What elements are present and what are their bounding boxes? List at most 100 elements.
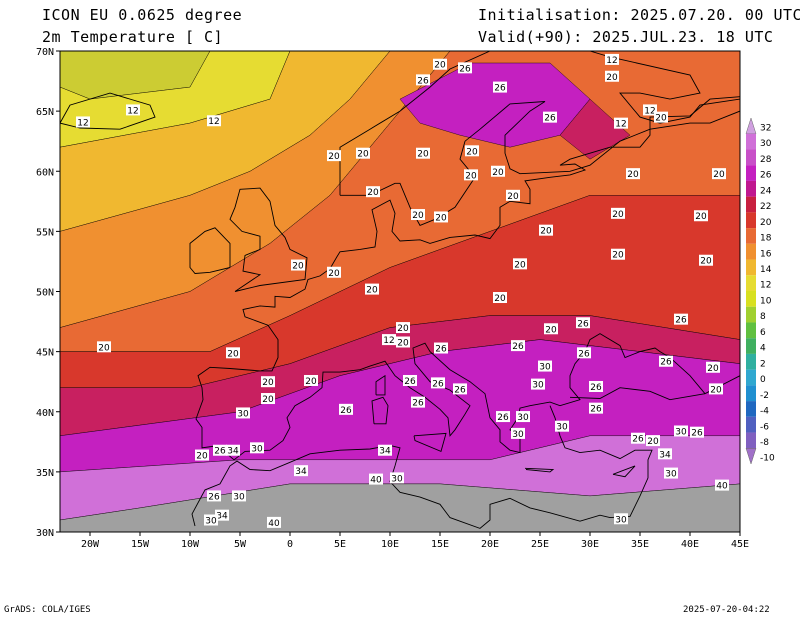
contour-label-text: 20 (292, 262, 304, 272)
contour-label: 20 (709, 383, 723, 395)
contour-label-box (659, 355, 673, 367)
contour-label: 20 (491, 165, 505, 178)
contour-label-box (511, 427, 525, 439)
contour-label-text: 26 (660, 358, 672, 368)
contour-label-box (453, 383, 467, 395)
lon-tick-label: 30E (581, 539, 599, 550)
colorbar-label: -4 (760, 407, 769, 417)
contour-label-box (434, 211, 448, 223)
contour-label-box (382, 334, 396, 346)
contour-label-box (706, 361, 720, 373)
contour-label: 30 (390, 472, 404, 484)
contour-label-text: 20 (655, 114, 667, 124)
contour-label-text: 26 (577, 319, 589, 329)
contour-label-text: 20 (612, 251, 624, 261)
lon-tick-label: 5W (234, 539, 247, 550)
contour-label-box (366, 186, 380, 198)
contour-label-text: 20 (305, 377, 317, 387)
contour-label-text: 20 (713, 170, 725, 180)
contour-label-box (543, 111, 557, 123)
render-timestamp: 2025-07-20-04:22 (683, 605, 770, 615)
contour-label-box (261, 393, 275, 405)
contour-label-box (646, 435, 660, 447)
colorbar-label: 4 (760, 344, 766, 354)
colorbar-label: 22 (760, 202, 771, 212)
contour-label-box (674, 313, 688, 325)
contour-label-box (434, 342, 448, 354)
contour-label: 40 (267, 516, 281, 529)
contour-label-text: 26 (494, 84, 506, 94)
contour-label: 12 (207, 115, 221, 127)
colorbar-swatch (746, 196, 756, 213)
latitude-axis: 70N 65N 60N 55N 50N 45N 40N 35N 30N (36, 47, 60, 539)
contour-label-box (390, 472, 404, 484)
contour-label-box (76, 116, 90, 128)
colorbar-swatch (746, 133, 756, 150)
contour-label-text: 40 (370, 476, 382, 486)
contour-label: 30 (232, 490, 246, 502)
colorbar-swatch (746, 338, 756, 354)
contour-label: 12 (605, 53, 619, 66)
contour-label: 40 (715, 479, 729, 492)
contour-label: 30 (614, 513, 628, 525)
contour-label-box (207, 115, 221, 127)
contour-label-box (611, 248, 625, 260)
contour-label: 20 (539, 224, 553, 237)
lon-tick-label: 10E (381, 539, 399, 550)
lon-tick-label: 15E (431, 539, 449, 550)
coastline-sardinia (371, 396, 389, 425)
contour-label-text: 20 (507, 192, 519, 202)
initialisation-time: Initialisation: 2025.07.20. 00 UTC (478, 6, 800, 24)
contour-label: 26 (577, 347, 591, 359)
contour-label-text: 12 (77, 118, 88, 128)
contour-label-text: 26 (340, 406, 352, 416)
contour-label: 26 (589, 380, 603, 393)
contour-label: 20 (396, 322, 410, 334)
contour-label-text: 26 (590, 383, 602, 393)
contour-label-box (694, 210, 708, 222)
contour-label-box (577, 347, 591, 359)
contour-label-box (654, 111, 668, 123)
contour-label-box (378, 444, 392, 456)
colorbar-label: 12 (760, 281, 771, 291)
contour-label-text: 20 (417, 150, 429, 160)
contour-label-text: 26 (632, 435, 644, 445)
contour-label-text: 30 (233, 492, 245, 502)
colorbar-swatch (746, 369, 756, 386)
lat-tick-label: 40N (36, 408, 54, 419)
contour-label: 34 (215, 509, 229, 522)
lon-tick-label: 40E (681, 539, 699, 550)
contour-label-text: 30 (205, 516, 217, 526)
contour-label-text: 26 (512, 342, 524, 352)
lat-tick-label: 65N (36, 107, 54, 118)
contour-label-box (674, 425, 688, 437)
contour-label: 26 (690, 426, 704, 439)
contour-label-text: 20 (227, 349, 239, 359)
contour-label-text: 20 (627, 170, 639, 180)
contour-label-box (493, 81, 507, 93)
contour-label-text: 30 (675, 427, 687, 437)
contour-label-box (213, 444, 227, 456)
contour-label: 20 (493, 292, 507, 304)
contour-label-text: 30 (532, 381, 544, 391)
contour-label: 26 (631, 432, 645, 445)
contour-label-text: 30 (251, 444, 263, 454)
contour-label-text: 20 (412, 211, 424, 221)
contour-label-text: 20 (366, 286, 378, 296)
lon-tick-label: 20W (81, 539, 100, 550)
longitude-axis: 20W 15W 10W 5W 0 5E 10E 15E 20E 25E 30E 35E 40E 45E (81, 532, 749, 550)
lat-tick-label: 35N (36, 468, 54, 479)
contour-label: 12 (126, 104, 140, 116)
contour-label-text: 26 (412, 399, 424, 409)
contour-label: 20 (464, 169, 478, 181)
contour-label-box (431, 377, 445, 389)
contour-label-box (464, 169, 478, 181)
contour-label-box (458, 62, 472, 74)
colorbar-label: 24 (760, 186, 772, 196)
contour-label-box (712, 168, 726, 180)
contour-label: 30 (511, 427, 525, 440)
contour-label-box (539, 224, 553, 236)
colorbar-swatch (745, 117, 757, 134)
